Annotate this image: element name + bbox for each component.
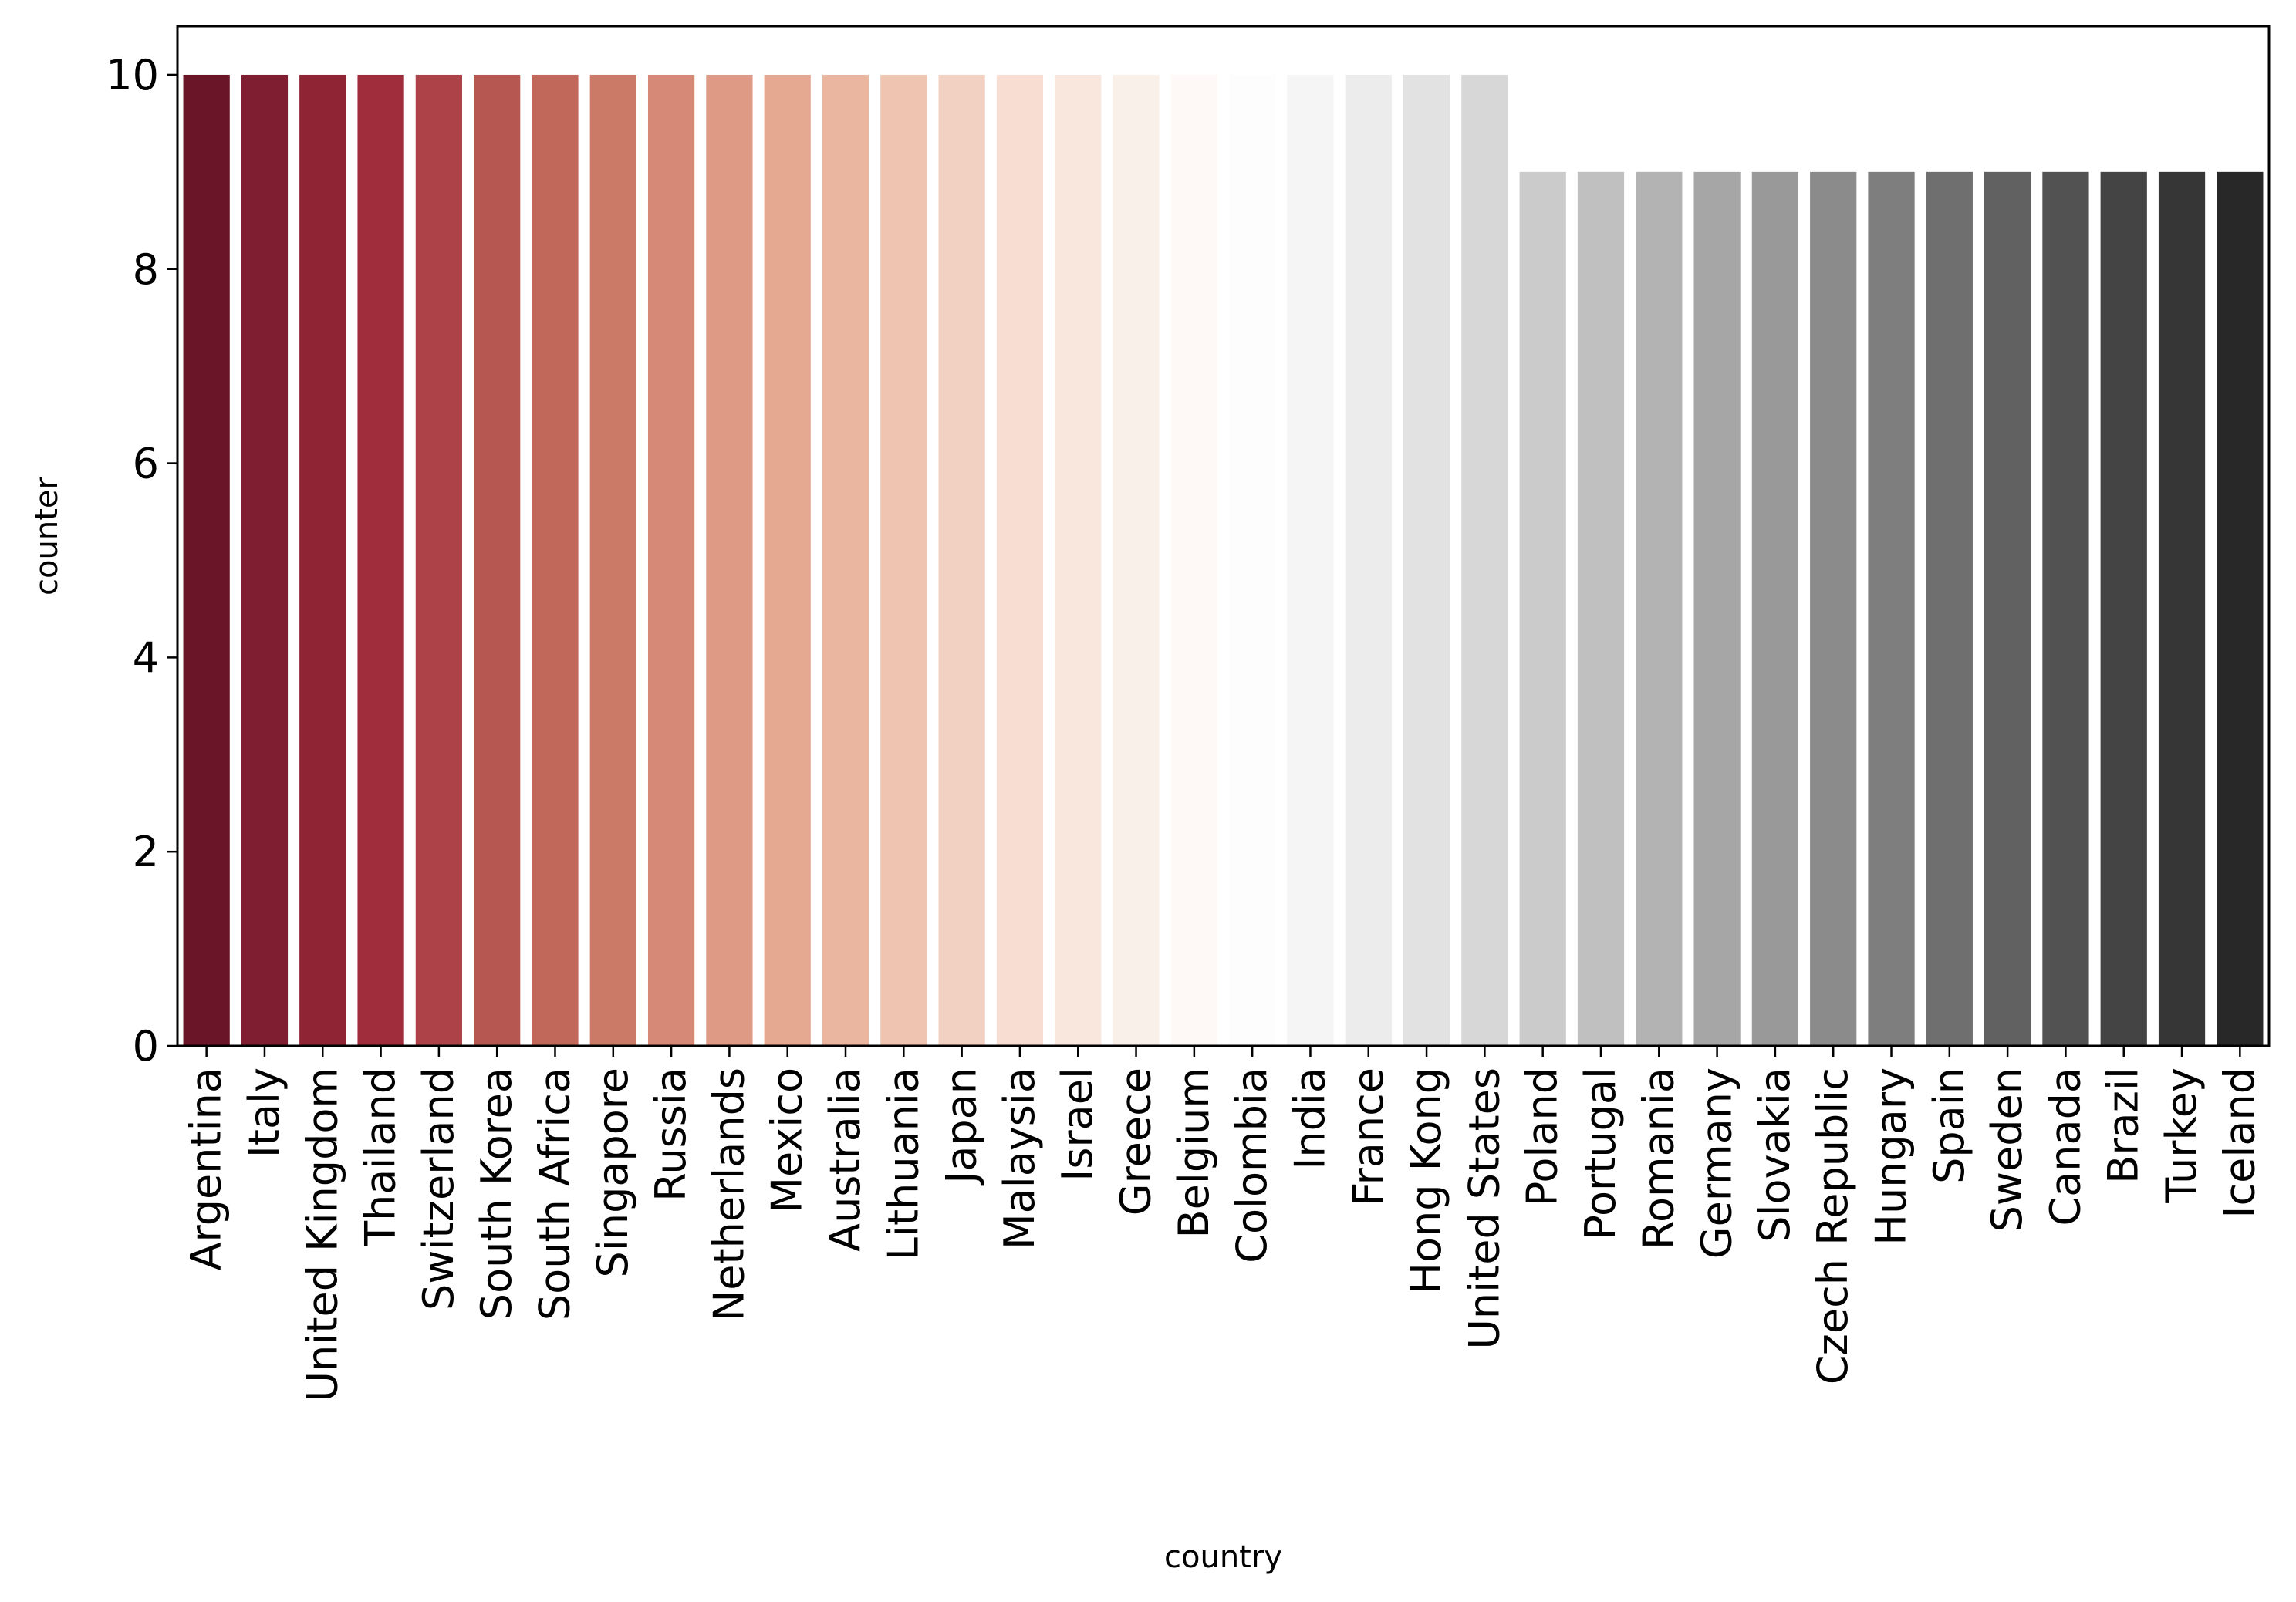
y-axis-ticks: 0 2 4 6 8 10 — [106, 51, 177, 1071]
x-tick-label: Malaysia — [995, 1067, 1044, 1250]
bar — [2100, 171, 2147, 1046]
bar — [1868, 171, 1915, 1046]
x-tick-label: Belgium — [1170, 1067, 1218, 1238]
x-tick-label: India — [1285, 1067, 1334, 1170]
x-tick-label: Brazil — [2099, 1067, 2148, 1184]
y-tick-label: 10 — [106, 51, 159, 99]
bar — [1113, 74, 1160, 1046]
x-tick-label: Turkey — [2157, 1067, 2206, 1204]
bar — [2217, 171, 2264, 1046]
y-axis-label: counter — [29, 476, 65, 595]
bar — [1403, 74, 1450, 1046]
bar — [1926, 171, 1973, 1046]
x-tick-label: Lithuania — [879, 1067, 927, 1260]
bar — [241, 74, 289, 1046]
x-tick-label: Argentina — [182, 1067, 231, 1270]
bar — [938, 74, 985, 1046]
x-tick-label: Netherlands — [704, 1067, 753, 1321]
x-tick-label: Italy — [240, 1067, 289, 1158]
y-tick-label: 6 — [133, 440, 159, 488]
x-axis-ticks: Argentina Italy United Kingdom Thailand Swit… — [182, 1046, 2264, 1401]
bar — [532, 74, 579, 1046]
x-tick-label: Romania — [1634, 1067, 1683, 1250]
x-tick-label: Portugal — [1576, 1067, 1625, 1240]
bar — [706, 74, 753, 1046]
x-tick-label: Czech Republic — [1808, 1067, 1857, 1384]
x-tick-label: Colombia — [1227, 1067, 1276, 1263]
x-tick-label: Switzerland — [414, 1067, 463, 1310]
y-tick-label: 0 — [133, 1022, 159, 1071]
x-tick-label: Singapore — [589, 1067, 637, 1277]
x-tick-label: Poland — [1518, 1067, 1567, 1206]
x-tick-label: United States — [1460, 1067, 1508, 1350]
bar — [1693, 171, 1741, 1046]
bar — [996, 74, 1044, 1046]
bar — [1170, 74, 1217, 1046]
x-tick-label: Spain — [1925, 1067, 1974, 1184]
bar — [764, 74, 811, 1046]
x-axis-label: country — [1164, 1540, 1282, 1575]
x-tick-label: Mexico — [763, 1067, 812, 1213]
x-tick-label: United Kingdom — [298, 1067, 346, 1401]
y-tick-label: 2 — [133, 828, 159, 876]
x-tick-label: Russia — [647, 1067, 695, 1202]
bar — [1055, 74, 1102, 1046]
bar — [1577, 171, 1625, 1046]
bar — [1229, 74, 1276, 1046]
bar — [1287, 74, 1334, 1046]
bar — [299, 74, 346, 1046]
x-tick-label: Thailand — [356, 1067, 405, 1247]
bar — [474, 74, 521, 1046]
bar — [647, 74, 695, 1046]
x-tick-label: Canada — [2041, 1067, 2089, 1226]
x-tick-label: South Korea — [472, 1067, 521, 1320]
x-tick-label: Slovakia — [1751, 1067, 1799, 1243]
bar — [2158, 171, 2206, 1046]
bars-group — [183, 74, 2264, 1046]
x-tick-label: Germany — [1693, 1067, 1741, 1259]
bar — [1345, 74, 1392, 1046]
x-tick-label: Greece — [1112, 1067, 1160, 1216]
bar — [415, 74, 462, 1046]
bar — [1810, 171, 1857, 1046]
bar — [1636, 171, 1683, 1046]
x-tick-label: Hungary — [1867, 1067, 1916, 1246]
x-tick-label: South Africa — [530, 1067, 579, 1320]
bar — [589, 74, 636, 1046]
x-tick-label: France — [1344, 1067, 1393, 1206]
x-tick-label: Hong Kong — [1402, 1067, 1450, 1294]
x-tick-label: Sweden — [1983, 1067, 2031, 1232]
x-tick-label: Iceland — [2215, 1067, 2264, 1218]
bar — [1751, 171, 1799, 1046]
bar — [822, 74, 869, 1046]
x-tick-label: Japan — [937, 1067, 986, 1186]
plot-frame — [176, 25, 2271, 1047]
bar — [2042, 171, 2089, 1046]
bar — [1519, 171, 1566, 1046]
x-tick-label: Australia — [821, 1067, 869, 1252]
bar — [357, 74, 404, 1046]
bar — [183, 74, 230, 1046]
y-tick-label: 4 — [133, 633, 159, 682]
bar — [1461, 74, 1508, 1046]
bar — [1984, 171, 2031, 1046]
x-tick-label: Israel — [1053, 1067, 1102, 1182]
y-tick-label: 8 — [133, 245, 159, 294]
bar — [880, 74, 927, 1046]
